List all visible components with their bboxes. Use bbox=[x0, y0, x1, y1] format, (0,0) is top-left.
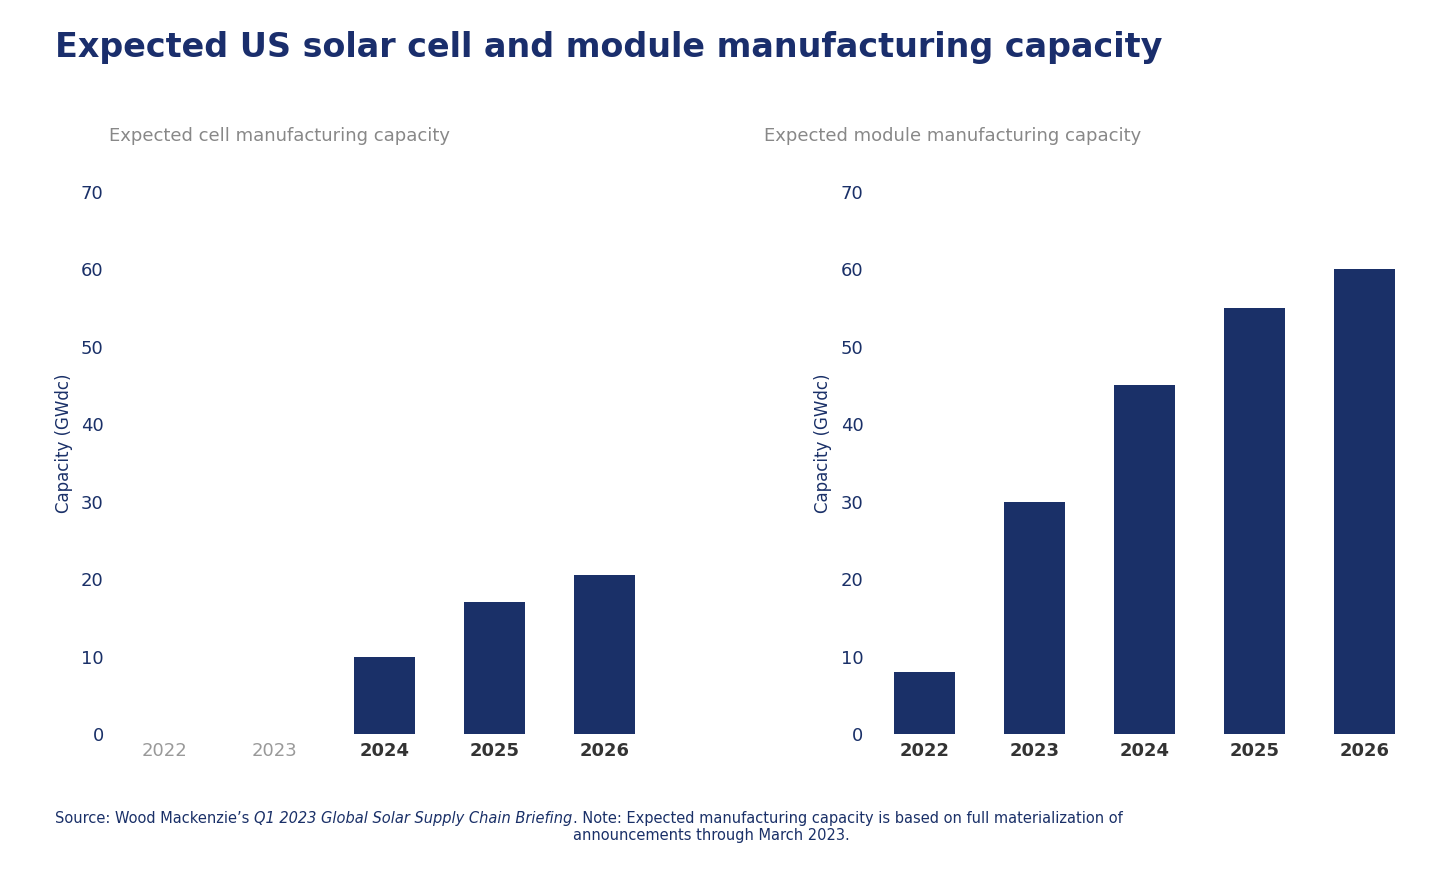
Text: Source: Wood Mackenzie’s: Source: Wood Mackenzie’s bbox=[55, 811, 255, 826]
Bar bbox=[1114, 385, 1175, 734]
Bar bbox=[894, 672, 955, 734]
Bar bbox=[1334, 269, 1395, 734]
Text: Expected module manufacturing capacity: Expected module manufacturing capacity bbox=[764, 127, 1142, 145]
Text: Q1 2023 Global Solar Supply Chain Briefing: Q1 2023 Global Solar Supply Chain Briefi… bbox=[255, 811, 572, 826]
Bar bbox=[1005, 502, 1064, 734]
Bar bbox=[464, 602, 524, 734]
Bar bbox=[354, 656, 415, 734]
Text: Expected US solar cell and module manufacturing capacity: Expected US solar cell and module manufa… bbox=[55, 31, 1163, 64]
Y-axis label: Capacity (GWdc): Capacity (GWdc) bbox=[54, 374, 73, 513]
Bar bbox=[574, 575, 635, 734]
Y-axis label: Capacity (GWdc): Capacity (GWdc) bbox=[814, 374, 833, 513]
Text: Expected cell manufacturing capacity: Expected cell manufacturing capacity bbox=[109, 127, 450, 145]
Text: . Note: Expected manufacturing capacity is based on full materialization of
anno: . Note: Expected manufacturing capacity … bbox=[572, 811, 1123, 843]
Bar bbox=[1224, 308, 1284, 734]
